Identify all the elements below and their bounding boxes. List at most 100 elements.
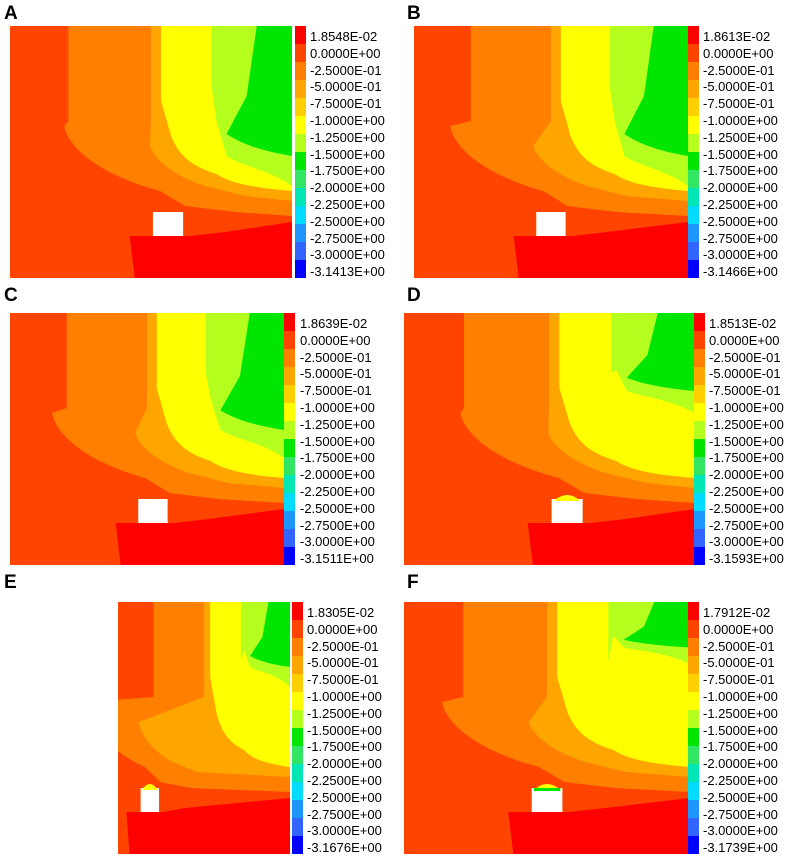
- colorbar-swatch: [688, 764, 699, 783]
- cavity-yellow-cap: [553, 495, 581, 501]
- contour-band-5: [250, 602, 290, 667]
- colorbar-level-label: -2.5000E+00: [300, 500, 375, 516]
- colorbar-level-label: -5.0000E-01: [300, 366, 372, 382]
- contour-band-max: [126, 798, 290, 854]
- colorbar-level-label: -1.7500E+00: [300, 450, 375, 466]
- colorbar-level-label: -1.2500E+00: [310, 129, 385, 145]
- colorbar-swatch: [688, 26, 699, 45]
- colorbar-swatch: [292, 728, 303, 747]
- colorbar-level-label: 0.0000E+00: [307, 621, 378, 637]
- colorbar-swatch: [688, 782, 699, 801]
- colorbar-level-label: -1.0000E+00: [709, 400, 784, 415]
- colorbar-level-label: -1.7500E+00: [703, 739, 778, 755]
- contour-band-5: [624, 26, 688, 156]
- colorbar-swatch: [688, 62, 699, 81]
- colorbar-swatch: [295, 260, 306, 278]
- colorbar-max-label: 1.8513E-02: [709, 316, 777, 331]
- colorbar-swatch: [694, 439, 705, 458]
- colorbar-swatch: [295, 26, 306, 45]
- colorbar-level-label: -2.5000E-01: [300, 349, 372, 365]
- colorbar-level-label: 0.0000E+00: [703, 45, 774, 61]
- colorbar-swatch: [284, 457, 295, 476]
- cavity-green-cap: [533, 788, 561, 791]
- colorbar-swatch: [694, 457, 705, 476]
- colorbar-level-label: -7.5000E-01: [703, 96, 775, 112]
- colorbar-level-label: -7.5000E-01: [310, 96, 382, 112]
- colorbar-e: [292, 602, 303, 854]
- colorbar-level-label: -5.0000E-01: [310, 79, 382, 95]
- colorbar-level-label: -2.5000E+00: [703, 789, 778, 805]
- colorbar-level-label: -2.0000E+00: [310, 180, 385, 196]
- colorbar-swatch: [688, 170, 699, 189]
- colorbar-swatch: [284, 367, 295, 386]
- colorbar-level-label: -2.5000E-01: [703, 62, 775, 78]
- contour-plot-f: [404, 602, 690, 854]
- cavity-opening: [536, 212, 566, 236]
- colorbar-level-label: -2.5000E+00: [307, 789, 382, 805]
- cavity-yellow-cap: [141, 784, 158, 790]
- colorbar-level-label: -1.7500E+00: [307, 739, 382, 755]
- colorbar-level-label: -3.0000E+00: [709, 534, 784, 550]
- colorbar-swatch: [688, 242, 699, 261]
- colorbar-max-label: 1.8639E-02: [300, 316, 368, 331]
- colorbar-swatch: [295, 242, 306, 261]
- colorbar-swatch: [292, 656, 303, 675]
- colorbar-level-label: -2.5000E-01: [703, 638, 775, 654]
- colorbar-level-label: -1.2500E+00: [703, 705, 778, 721]
- colorbar-level-label: -1.0000E+00: [300, 400, 375, 415]
- colorbar-level-label: -1.7500E+00: [310, 163, 385, 179]
- colorbar-swatch: [292, 638, 303, 657]
- colorbar-swatch: [284, 349, 295, 368]
- cavity-opening: [531, 788, 563, 812]
- panel-letter: E: [4, 572, 17, 593]
- colorbar-swatch: [292, 602, 303, 621]
- colorbar-swatch: [295, 98, 306, 117]
- colorbar-level-label: -2.7500E+00: [709, 517, 784, 533]
- contour-plot-e: [118, 602, 290, 854]
- colorbar-level-label: -2.2500E+00: [709, 484, 784, 499]
- colorbar-swatch: [292, 746, 303, 765]
- colorbar-swatch: [295, 152, 306, 171]
- colorbar-swatch: [292, 800, 303, 819]
- colorbar-swatch: [295, 170, 306, 189]
- colorbar-swatch: [688, 836, 699, 854]
- colorbar-swatch: [688, 188, 699, 207]
- colorbar-swatch: [295, 224, 306, 243]
- colorbar-swatch: [694, 547, 705, 565]
- colorbar-swatch: [694, 493, 705, 512]
- colorbar-level-label: -1.0000E+00: [703, 689, 778, 704]
- colorbar-min-label: -3.1676E+00: [307, 840, 382, 856]
- colorbar-level-label: -7.5000E-01: [300, 383, 372, 399]
- colorbar-level-label: -5.0000E-01: [703, 79, 775, 95]
- colorbar-level-label: -2.2500E+00: [300, 484, 375, 499]
- panel-letter: C: [4, 285, 18, 306]
- panel-letter: F: [407, 572, 419, 593]
- colorbar-level-label: -1.5000E+00: [300, 433, 375, 449]
- colorbar-level-label: -2.0000E+00: [703, 180, 778, 196]
- colorbar-level-label: -5.0000E-01: [307, 655, 379, 671]
- colorbar-level-label: -5.0000E-01: [703, 655, 775, 671]
- colorbar-max-label: 1.7912E-02: [703, 605, 771, 620]
- contour-band-5: [226, 26, 292, 156]
- colorbar-level-label: -2.2500E+00: [310, 197, 385, 212]
- colorbar-max-label: 1.8305E-02: [307, 605, 375, 620]
- colorbar-swatch: [295, 80, 306, 99]
- colorbar-swatch: [688, 602, 699, 621]
- colorbar-level-label: -2.7500E+00: [300, 517, 375, 533]
- colorbar-level-label: -1.7500E+00: [709, 450, 784, 466]
- colorbar-swatch: [688, 620, 699, 639]
- colorbar-level-label: -1.0000E+00: [310, 113, 385, 128]
- colorbar-level-label: -2.5000E-01: [310, 62, 382, 78]
- colorbar-level-label: -3.0000E+00: [300, 534, 375, 550]
- colorbar-level-label: -2.5000E-01: [307, 638, 379, 654]
- colorbar-swatch: [295, 188, 306, 207]
- colorbar-level-label: -1.5000E+00: [703, 722, 778, 738]
- colorbar-level-label: -7.5000E-01: [709, 383, 781, 399]
- colorbar-swatch: [284, 475, 295, 494]
- cavity-opening: [140, 788, 160, 812]
- colorbar-level-label: -7.5000E-01: [703, 672, 775, 688]
- cavity-opening: [138, 499, 168, 523]
- colorbar-swatch: [694, 385, 705, 404]
- colorbar-swatch: [688, 674, 699, 693]
- colorbar-swatch: [694, 313, 705, 332]
